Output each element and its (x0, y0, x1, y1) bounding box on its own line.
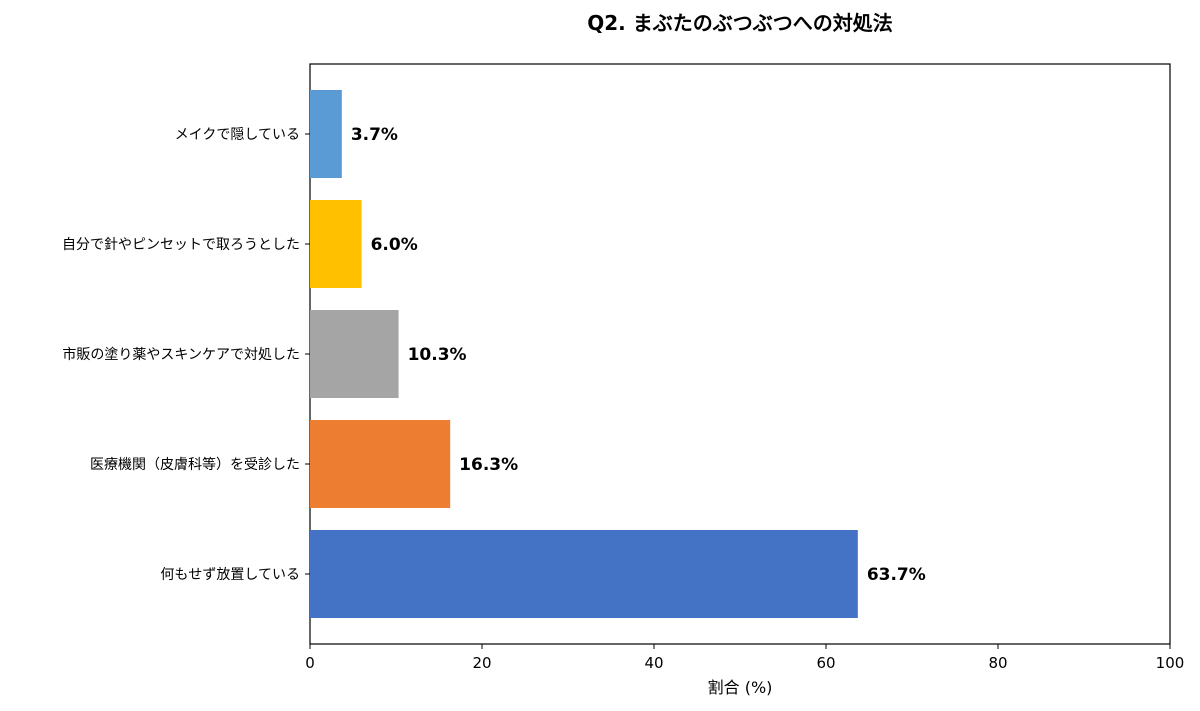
value-label: 16.3% (459, 455, 518, 475)
x-axis-ticks: 0 20 40 60 80 100 (305, 644, 1184, 672)
category-label: メイクで隠している (175, 127, 300, 143)
chart-title: Q2. まぶたのぶつぶつへの対処法 (587, 11, 892, 35)
bar (310, 310, 399, 398)
value-label: 63.7% (867, 565, 926, 585)
x-tick-label: 80 (988, 654, 1007, 672)
x-tick-label: 100 (1156, 654, 1185, 672)
bar (310, 530, 858, 618)
value-label: 10.3% (408, 345, 467, 365)
value-label: 6.0% (371, 235, 418, 255)
category-label: 自分で針やピンセットで取ろうとした (62, 237, 300, 253)
x-tick-label: 60 (816, 654, 835, 672)
category-label: 市販の塗り薬やスキンケアで対処した (62, 346, 300, 363)
bars-group (310, 90, 858, 618)
value-labels: 3.7% 6.0% 10.3% 16.3% 63.7% (351, 125, 926, 585)
x-axis-label: 割合 (%) (708, 678, 773, 697)
bar (310, 90, 342, 178)
value-label: 3.7% (351, 125, 398, 145)
category-label: 医療機関（皮膚科等）を受診した (90, 456, 300, 473)
x-tick-label: 40 (644, 654, 663, 672)
x-tick-label: 20 (472, 654, 491, 672)
category-labels: メイクで隠している自分で針やピンセットで取ろうとした市販の塗り薬やスキンケアで対… (62, 127, 310, 583)
bar (310, 200, 362, 288)
x-tick-label: 0 (305, 654, 315, 672)
bar (310, 420, 451, 508)
category-label: 何もせず放置している (160, 567, 300, 583)
